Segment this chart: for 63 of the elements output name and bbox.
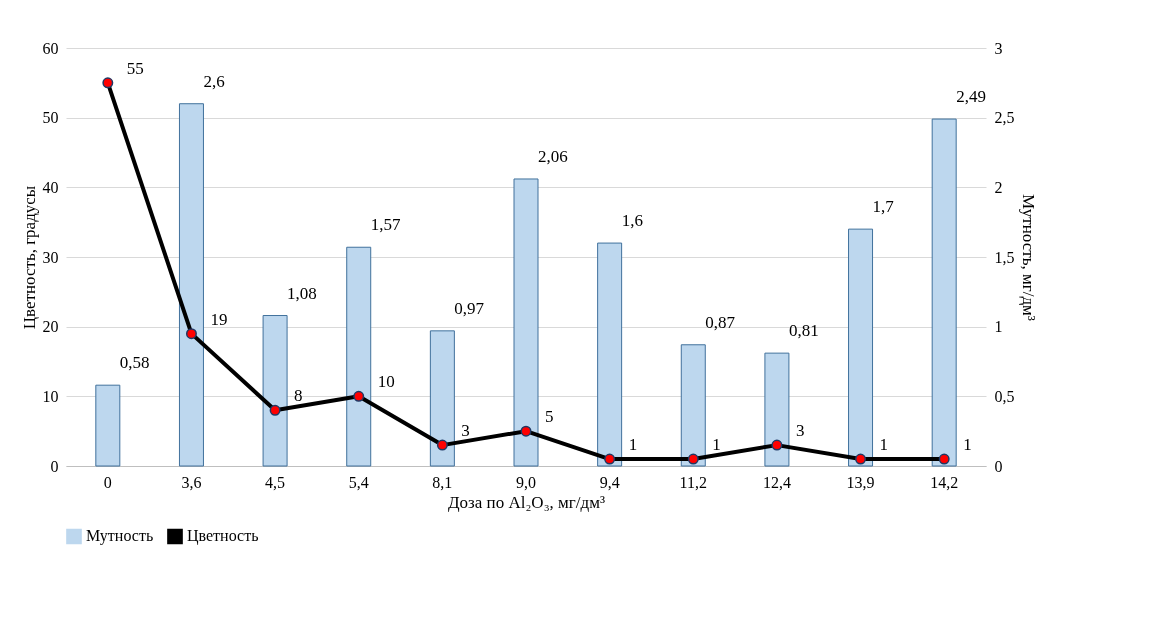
- x-tick-label: 8,1: [432, 473, 453, 491]
- y2-axis-title: Мутность, мг/дм³: [1018, 194, 1038, 321]
- x-tick-label: 5,4: [348, 473, 369, 491]
- y2-tick-label: 2,5: [994, 109, 1015, 127]
- x-tick-label: 9,4: [599, 473, 620, 491]
- data-label: 1: [879, 435, 889, 455]
- data-label: 2,06: [538, 146, 568, 166]
- bar: [931, 118, 957, 467]
- y2-tick-label: 1: [994, 318, 1003, 336]
- y-tick-label: 10: [42, 387, 59, 405]
- x-tick-label: 0: [103, 473, 112, 491]
- bar: [597, 242, 623, 467]
- x-tick-label: 13,9: [846, 473, 875, 491]
- data-label: 1: [963, 435, 972, 455]
- x-tick-label: 9,0: [516, 473, 536, 491]
- bar: [680, 344, 706, 467]
- data-label: 55: [126, 58, 144, 78]
- data-label: 5: [545, 407, 554, 427]
- bar: [95, 384, 121, 467]
- data-label: 1,08: [287, 283, 317, 303]
- y-tick-label: 30: [42, 248, 59, 266]
- data-label: 1,6: [621, 211, 643, 231]
- bar: [346, 246, 372, 467]
- data-label: 1,7: [872, 197, 895, 217]
- x-tick-label: 12,4: [762, 473, 791, 491]
- bar: [513, 178, 539, 467]
- y-axis-title: Цветность, градусы: [19, 185, 39, 330]
- x-tick-label: 11,2: [679, 473, 707, 491]
- data-label: 19: [210, 309, 228, 329]
- data-label: 2,49: [956, 87, 986, 107]
- bar: [262, 315, 288, 467]
- legend-label: Мутность: [86, 527, 154, 546]
- y-tick-label: 50: [42, 109, 59, 127]
- legend-label: Цветность: [187, 527, 259, 546]
- y-tick-label: 60: [42, 39, 59, 57]
- data-label: 0,87: [705, 312, 736, 332]
- y2-tick-label: 0,5: [994, 387, 1015, 405]
- x-tick-label: 3,6: [181, 473, 202, 491]
- data-label: 8: [294, 386, 303, 406]
- bar: [429, 330, 455, 467]
- x-tick-label: 14,2: [930, 473, 959, 491]
- data-label: 1: [628, 435, 638, 455]
- data-label: 1,57: [370, 215, 401, 235]
- y-tick-label: 0: [50, 457, 59, 475]
- data-label: 10: [377, 372, 395, 392]
- y-tick-label: 20: [42, 318, 59, 336]
- data-label: 3: [461, 421, 470, 441]
- bar: [178, 103, 204, 467]
- y2-tick-label: 0: [994, 457, 1003, 475]
- y2-tick-label: 3: [994, 39, 1003, 57]
- data-label: 1: [712, 435, 721, 455]
- y2-tick-label: 2: [994, 178, 1003, 196]
- x-tick-label: 4,5: [265, 473, 286, 491]
- bar: [848, 228, 874, 467]
- data-label: 0,81: [788, 321, 819, 341]
- y-tick-label: 40: [42, 178, 59, 196]
- data-label: 0,97: [454, 298, 485, 318]
- x-axis-title: Доза по Al₂O₃, мг/дм³: [447, 492, 606, 512]
- data-label: 2,6: [203, 71, 225, 91]
- bar: [764, 352, 790, 467]
- data-label: 3: [795, 421, 805, 441]
- y2-tick-label: 1,5: [994, 248, 1015, 266]
- data-label: 0,58: [119, 353, 150, 373]
